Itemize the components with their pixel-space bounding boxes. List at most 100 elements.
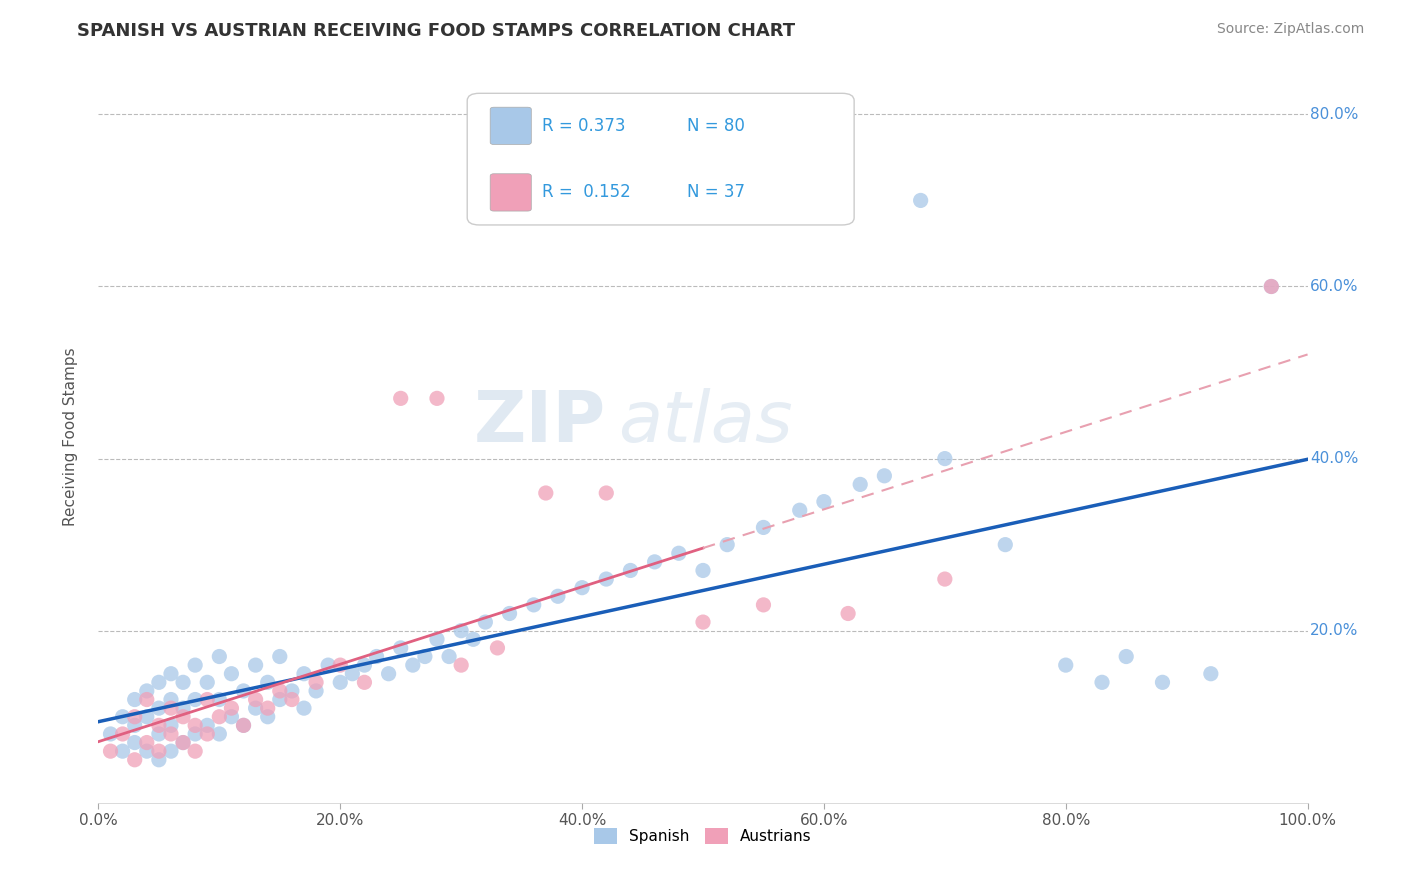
Point bbox=[813, 494, 835, 508]
Point bbox=[184, 692, 207, 706]
Point bbox=[402, 658, 425, 673]
Point bbox=[523, 598, 546, 612]
Point bbox=[547, 589, 569, 603]
Point bbox=[692, 615, 714, 629]
Point bbox=[692, 564, 714, 578]
Legend: Spanish, Austrians: Spanish, Austrians bbox=[588, 822, 818, 850]
Point bbox=[595, 572, 617, 586]
Point bbox=[413, 649, 436, 664]
Point bbox=[934, 572, 956, 586]
FancyBboxPatch shape bbox=[491, 107, 531, 145]
Point bbox=[716, 538, 738, 552]
Point bbox=[221, 710, 243, 724]
Text: atlas: atlas bbox=[619, 388, 793, 457]
Point bbox=[111, 744, 134, 758]
FancyBboxPatch shape bbox=[491, 174, 531, 211]
Point bbox=[292, 701, 315, 715]
Point bbox=[111, 710, 134, 724]
Point bbox=[353, 675, 375, 690]
Point bbox=[172, 710, 194, 724]
Point bbox=[124, 692, 146, 706]
Point bbox=[644, 555, 666, 569]
Point bbox=[172, 675, 194, 690]
Point bbox=[221, 701, 243, 715]
Point bbox=[281, 692, 304, 706]
Point bbox=[135, 744, 157, 758]
Point bbox=[752, 598, 775, 612]
Point bbox=[124, 753, 146, 767]
Point bbox=[124, 718, 146, 732]
Point bbox=[595, 486, 617, 500]
Point bbox=[305, 684, 328, 698]
Point bbox=[342, 666, 364, 681]
Point bbox=[208, 710, 231, 724]
Point bbox=[148, 753, 170, 767]
Text: SPANISH VS AUSTRIAN RECEIVING FOOD STAMPS CORRELATION CHART: SPANISH VS AUSTRIAN RECEIVING FOOD STAMP… bbox=[77, 22, 796, 40]
Point bbox=[232, 718, 254, 732]
Text: 20.0%: 20.0% bbox=[1310, 624, 1358, 638]
Point bbox=[426, 632, 449, 647]
Point bbox=[124, 710, 146, 724]
Point bbox=[172, 735, 194, 749]
Point bbox=[752, 520, 775, 534]
Text: ZIP: ZIP bbox=[474, 388, 606, 457]
Point bbox=[184, 718, 207, 732]
Point bbox=[474, 615, 496, 629]
Point bbox=[172, 701, 194, 715]
Point bbox=[437, 649, 460, 664]
Point bbox=[292, 666, 315, 681]
Point bbox=[195, 692, 218, 706]
Point bbox=[1115, 649, 1137, 664]
Point bbox=[450, 658, 472, 673]
Point bbox=[135, 735, 157, 749]
Point bbox=[256, 701, 278, 715]
Point bbox=[329, 675, 352, 690]
Text: Source: ZipAtlas.com: Source: ZipAtlas.com bbox=[1216, 22, 1364, 37]
Point bbox=[571, 581, 593, 595]
Point bbox=[269, 692, 291, 706]
Point bbox=[269, 649, 291, 664]
Point bbox=[837, 607, 859, 621]
Point bbox=[1152, 675, 1174, 690]
Point bbox=[160, 718, 183, 732]
Text: R =  0.152: R = 0.152 bbox=[543, 184, 631, 202]
Point bbox=[1199, 666, 1222, 681]
Y-axis label: Receiving Food Stamps: Receiving Food Stamps bbox=[63, 348, 77, 526]
Point bbox=[135, 710, 157, 724]
Point bbox=[160, 727, 183, 741]
Text: N = 37: N = 37 bbox=[688, 184, 745, 202]
Point bbox=[463, 632, 485, 647]
Point bbox=[195, 675, 218, 690]
Point bbox=[208, 692, 231, 706]
Point bbox=[232, 718, 254, 732]
Point bbox=[1054, 658, 1077, 673]
Point bbox=[389, 392, 412, 406]
Point bbox=[934, 451, 956, 466]
Point bbox=[498, 607, 520, 621]
Point bbox=[111, 727, 134, 741]
Point bbox=[256, 675, 278, 690]
Point bbox=[124, 735, 146, 749]
Point bbox=[910, 194, 932, 208]
Point bbox=[269, 684, 291, 698]
Point bbox=[172, 735, 194, 749]
Point bbox=[184, 744, 207, 758]
Point bbox=[256, 710, 278, 724]
Text: 80.0%: 80.0% bbox=[1310, 107, 1358, 122]
Point bbox=[160, 666, 183, 681]
Point bbox=[377, 666, 399, 681]
FancyBboxPatch shape bbox=[467, 94, 855, 225]
Point bbox=[100, 744, 122, 758]
Point bbox=[245, 692, 267, 706]
Point bbox=[148, 675, 170, 690]
Point bbox=[619, 564, 641, 578]
Point bbox=[148, 718, 170, 732]
Point bbox=[873, 468, 896, 483]
Point bbox=[366, 649, 388, 664]
Point bbox=[135, 692, 157, 706]
Text: N = 80: N = 80 bbox=[688, 117, 745, 135]
Point bbox=[208, 727, 231, 741]
Point bbox=[1091, 675, 1114, 690]
Text: R = 0.373: R = 0.373 bbox=[543, 117, 626, 135]
Point bbox=[160, 744, 183, 758]
